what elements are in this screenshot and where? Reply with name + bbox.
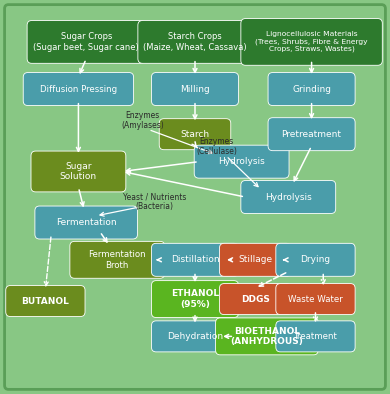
FancyBboxPatch shape <box>35 206 138 239</box>
FancyBboxPatch shape <box>151 243 239 276</box>
FancyBboxPatch shape <box>268 72 355 106</box>
FancyBboxPatch shape <box>268 118 355 151</box>
FancyBboxPatch shape <box>31 151 126 192</box>
Text: Waste Water: Waste Water <box>288 295 343 304</box>
Text: ETHANOL
(95%): ETHANOL (95%) <box>171 289 219 309</box>
Text: Sugar
Solution: Sugar Solution <box>60 162 97 181</box>
FancyBboxPatch shape <box>220 284 291 314</box>
FancyBboxPatch shape <box>151 321 239 352</box>
Text: Hydrolysis: Hydrolysis <box>218 157 265 166</box>
FancyBboxPatch shape <box>276 284 355 314</box>
Text: BUTANOL: BUTANOL <box>21 297 69 305</box>
Text: Starch Crops
(Maize, Wheat, Cassava): Starch Crops (Maize, Wheat, Cassava) <box>143 32 247 52</box>
FancyBboxPatch shape <box>276 243 355 276</box>
FancyBboxPatch shape <box>194 145 289 178</box>
Text: Enzymes
(Cellulase): Enzymes (Cellulase) <box>196 138 237 156</box>
Text: BIOETHANOL
(ANHYDROUS): BIOETHANOL (ANHYDROUS) <box>230 327 303 346</box>
FancyBboxPatch shape <box>138 20 252 63</box>
Text: Sugar Crops
(Sugar beet, Sugar cane): Sugar Crops (Sugar beet, Sugar cane) <box>33 32 139 52</box>
FancyBboxPatch shape <box>241 180 336 214</box>
Text: Enzymes
(Amylases): Enzymes (Amylases) <box>121 111 164 130</box>
Text: Fermentation: Fermentation <box>56 218 117 227</box>
Text: Fermentation
Broth: Fermentation Broth <box>89 250 146 269</box>
FancyBboxPatch shape <box>151 72 239 106</box>
Text: Stillage: Stillage <box>238 255 272 264</box>
Text: Pretreatment: Pretreatment <box>282 130 342 139</box>
FancyBboxPatch shape <box>70 242 165 278</box>
FancyBboxPatch shape <box>151 281 239 318</box>
Text: Starch: Starch <box>181 130 209 139</box>
FancyBboxPatch shape <box>159 119 231 150</box>
Text: Distillation: Distillation <box>171 255 219 264</box>
FancyBboxPatch shape <box>241 19 382 65</box>
FancyBboxPatch shape <box>27 20 145 63</box>
Text: Treatment: Treatment <box>294 332 337 341</box>
Text: Drying: Drying <box>300 255 331 264</box>
Text: Milling: Milling <box>180 85 210 93</box>
Text: DDGS: DDGS <box>241 295 269 304</box>
FancyBboxPatch shape <box>276 321 355 352</box>
FancyBboxPatch shape <box>216 318 318 355</box>
FancyBboxPatch shape <box>220 243 291 276</box>
FancyBboxPatch shape <box>23 72 134 106</box>
Text: Hydrolysis: Hydrolysis <box>265 193 312 201</box>
Text: Grinding: Grinding <box>292 85 331 93</box>
FancyBboxPatch shape <box>6 286 85 316</box>
Text: Lignocellulosic Materials
(Trees, Shrubs, Fibre & Energy
Crops, Straws, Wastes): Lignocellulosic Materials (Trees, Shrubs… <box>255 32 368 52</box>
Text: Dehydration: Dehydration <box>167 332 223 341</box>
Text: Diffusion Pressing: Diffusion Pressing <box>40 85 117 93</box>
Text: Yeast / Nutrients
(Bacteria): Yeast / Nutrients (Bacteria) <box>122 192 186 211</box>
